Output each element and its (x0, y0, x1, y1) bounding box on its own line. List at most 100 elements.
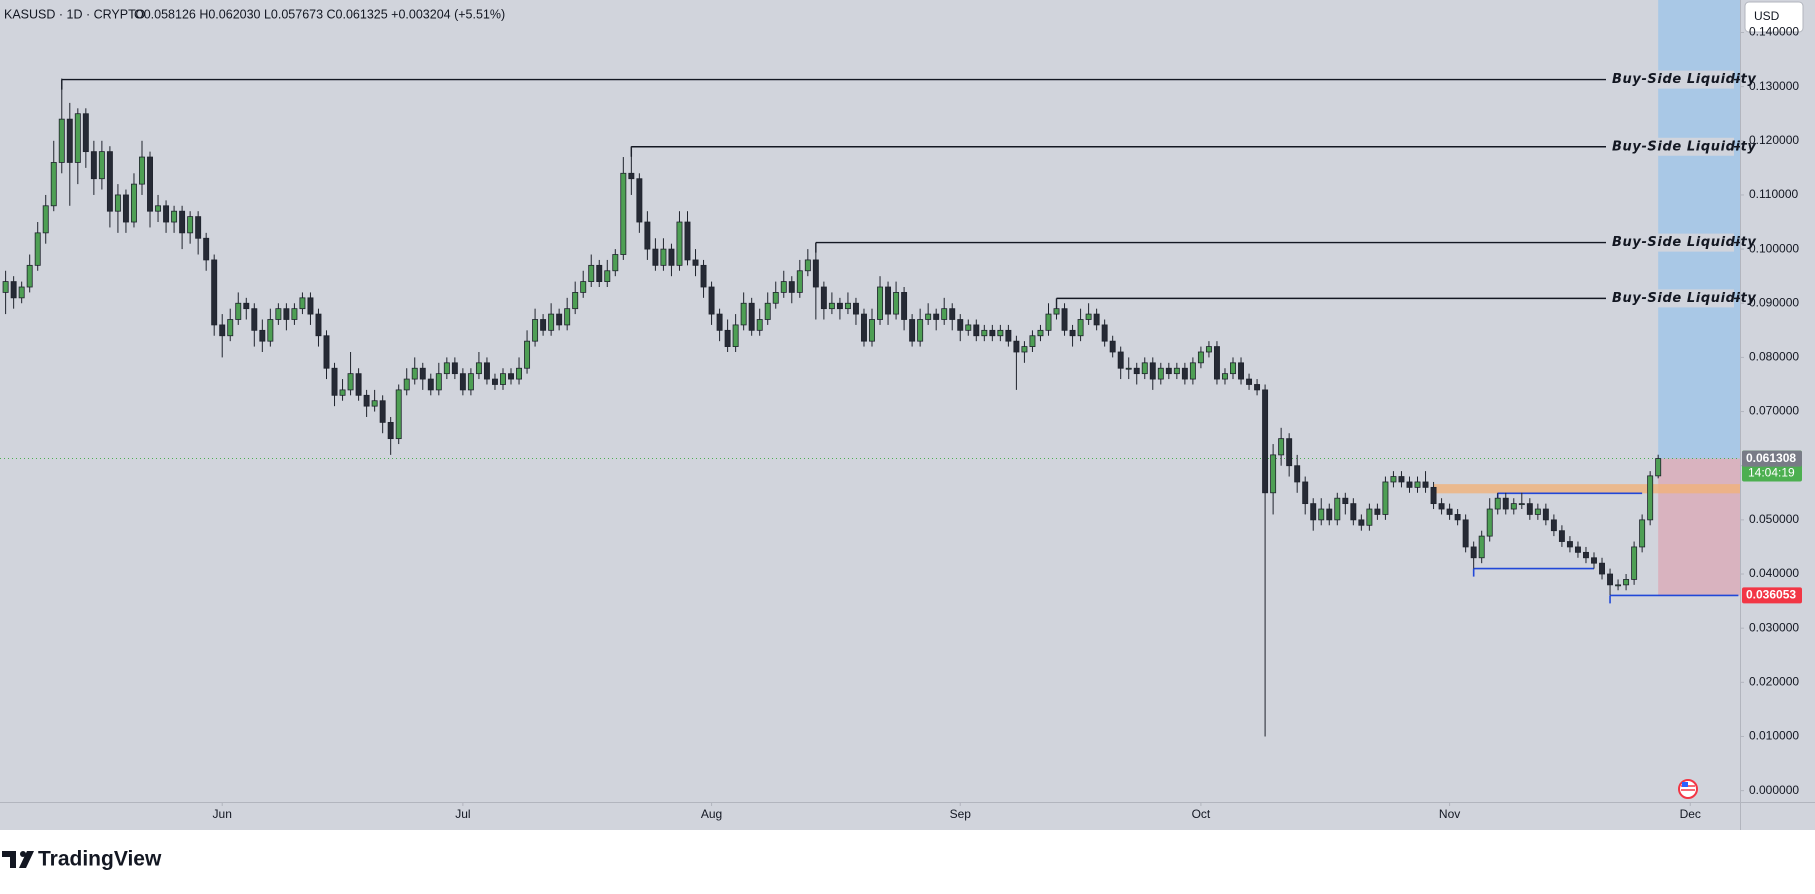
candle-body (588, 264, 595, 282)
candle-body (780, 281, 787, 293)
candle-body (451, 362, 458, 375)
candle-body (131, 183, 137, 223)
candle-body (524, 340, 531, 369)
candle-body (427, 378, 434, 391)
candle-body (716, 313, 723, 331)
candle-body (483, 362, 490, 380)
candle-body (331, 367, 338, 396)
candle-body (491, 378, 498, 385)
candle-body (1270, 454, 1277, 494)
candle-body (756, 319, 763, 331)
candle-body (90, 151, 97, 180)
candle-body (804, 259, 811, 272)
y-tick-label: 0.090000 (1749, 295, 1799, 309)
candle-body (532, 319, 539, 342)
candle-body (1173, 367, 1180, 375)
candle-body (1197, 351, 1204, 364)
candle-body (548, 313, 555, 331)
candle-body (475, 362, 482, 375)
candle-body (1037, 329, 1044, 337)
candle-body (106, 151, 113, 212)
candle-body (1639, 519, 1646, 548)
candle-body (1350, 503, 1357, 521)
candle-body (981, 329, 988, 337)
candle-body (187, 216, 194, 234)
plot-area: Buy-Side Liquidity Buy-Side Liquidity Buy-… (0, 0, 1757, 737)
candle-body (1486, 508, 1493, 537)
candle-body (267, 319, 274, 342)
candle-body (732, 324, 739, 347)
currency-button[interactable] (1744, 1, 1804, 33)
candle-body (836, 302, 843, 310)
candle-body (419, 367, 426, 380)
y-tick-label: 0.140000 (1749, 25, 1799, 39)
candle-body (909, 319, 916, 342)
candle-body (852, 302, 859, 315)
candle-body (1205, 346, 1212, 353)
candle-body (973, 324, 980, 337)
candle-body (612, 254, 619, 272)
level-label-bg (1606, 289, 1734, 308)
candle-body (1013, 340, 1020, 353)
candle-body (1494, 497, 1501, 510)
candle-body (1029, 335, 1036, 347)
candle-body (18, 286, 25, 299)
candle-body (1342, 497, 1349, 505)
candle-body (1470, 546, 1477, 559)
price-label: 0.036053 (1746, 588, 1796, 602)
candle-body (1518, 503, 1525, 506)
candle-body (139, 156, 145, 185)
candle-body (1149, 362, 1156, 380)
candle-body (1238, 362, 1244, 380)
y-tick-label: 0.120000 (1749, 133, 1799, 147)
candle-body (692, 259, 699, 266)
candle-body (1374, 508, 1381, 515)
candle-body (1655, 458, 1662, 477)
candle-body (395, 389, 402, 440)
countdown: 14:04:19 (1748, 466, 1795, 480)
candle-body (644, 221, 651, 250)
candle-body (1566, 541, 1573, 548)
candle-body (443, 362, 450, 375)
candle-body (1398, 476, 1405, 483)
candle-body (1334, 497, 1341, 521)
level-label: Buy-Side Liquidity (1612, 235, 1757, 250)
candle-body (1390, 476, 1397, 483)
candle-body (1101, 324, 1108, 342)
flag-icon (1678, 779, 1698, 799)
candle-body (291, 308, 298, 320)
candle-body (764, 302, 771, 320)
candle-body (1222, 373, 1228, 380)
candle-body (820, 286, 827, 310)
candle-body (636, 178, 643, 223)
ohlc-legend: O0.058126 H0.062030 L0.057673 C0.061325 … (134, 7, 505, 21)
candle-body (1286, 438, 1293, 467)
target-zone (1658, 0, 1740, 459)
candle-body (957, 319, 964, 331)
candle-body (379, 400, 386, 423)
candle-body (1631, 546, 1638, 580)
y-tick-label: 0.110000 (1749, 187, 1798, 201)
candle-body (219, 324, 226, 337)
brand-logo (2, 851, 34, 868)
y-tick-label: 0.100000 (1749, 241, 1799, 255)
candle-body (58, 118, 65, 163)
candle-body (925, 313, 932, 320)
candle-body (828, 302, 835, 310)
y-tick-label: 0.040000 (1749, 566, 1799, 580)
level-label: Buy-Side Liquidity (1612, 291, 1757, 306)
x-tick-label: Dec (1680, 807, 1701, 821)
candle-body (1542, 508, 1549, 521)
candle-body (1422, 481, 1429, 488)
candle-body (861, 313, 867, 342)
candle-body (628, 172, 635, 180)
chart-background (0, 0, 1815, 830)
x-tick-label: Sep (950, 807, 972, 821)
currency[interactable]: USD (1754, 9, 1780, 23)
candle-body (1141, 362, 1148, 375)
candle-body (516, 367, 522, 380)
candle-body (10, 281, 17, 299)
candle-body (42, 205, 49, 234)
candle-body (363, 394, 370, 407)
